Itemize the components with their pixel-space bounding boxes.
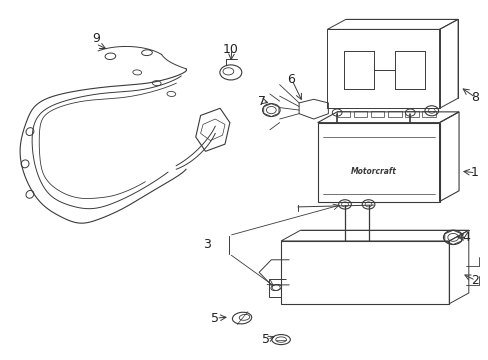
Text: 1: 1 [470,166,478,179]
Bar [405,111,418,117]
Bar [327,30,439,108]
Text: Motorcraft: Motorcraft [350,167,396,176]
Text: 4: 4 [462,231,469,244]
Bar [353,111,366,117]
Text: 2: 2 [470,274,478,287]
Text: 5: 5 [262,333,270,346]
Text: 3: 3 [203,238,210,251]
Text: 5: 5 [211,311,219,325]
Text: 10: 10 [223,42,238,55]
Bar [281,241,448,304]
Text: 8: 8 [469,91,478,104]
Bar [336,111,349,117]
Bar [422,111,435,117]
Bar [387,111,401,117]
Text: 6: 6 [286,73,294,86]
Bar [370,111,384,117]
Bar [317,123,439,202]
Text: 9: 9 [92,32,100,45]
Text: 7: 7 [257,95,265,108]
